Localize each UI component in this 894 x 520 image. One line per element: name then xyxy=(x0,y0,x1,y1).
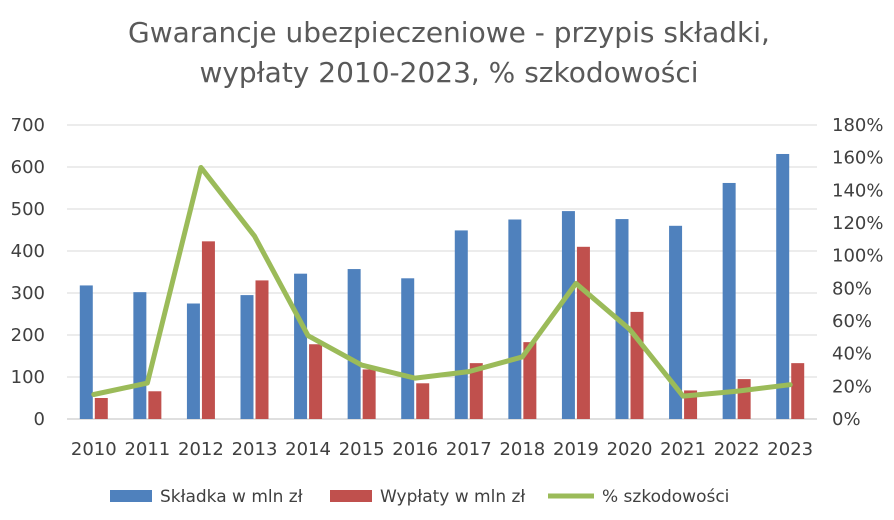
x-axis-tick-label: 2015 xyxy=(339,439,385,460)
x-axis-tick-label: 2010 xyxy=(71,439,117,460)
bar-wyplaty xyxy=(148,391,162,419)
bar-skladka xyxy=(454,230,468,419)
bar-wyplaty xyxy=(201,241,215,419)
x-axis-tick-label: 2022 xyxy=(714,439,760,460)
x-axis: 2010 2011 2012 2013 2014 2015 2016 2017 2018 2019… xyxy=(71,439,813,460)
bar-skladka xyxy=(133,292,147,419)
chart-title: Gwarancje ubezpieczeniowe - przypis skła… xyxy=(128,16,770,89)
bar-wyplaty xyxy=(416,383,430,419)
x-axis-tick-label: 2011 xyxy=(124,439,170,460)
left-axis-tick-label: 600 xyxy=(11,157,45,178)
bar-skladka xyxy=(561,211,575,419)
right-axis-tick-label: 40% xyxy=(832,344,872,365)
right-axis-tick-label: 140% xyxy=(832,180,883,201)
right-axis-tick-label: 120% xyxy=(832,213,883,234)
right-axis-tick-label: 80% xyxy=(832,278,872,299)
right-axis: 0% 20% 40% 60% 80% 100% 120% 140% 160% 180% xyxy=(832,115,883,430)
legend-label: Składka w mln zł xyxy=(160,487,303,507)
legend-swatch xyxy=(110,490,152,502)
x-axis-tick-label: 2016 xyxy=(392,439,438,460)
bar-skladka xyxy=(508,219,522,419)
bar-wyplaty xyxy=(630,311,644,419)
left-axis-tick-label: 700 xyxy=(11,115,45,136)
bar-wyplaty xyxy=(791,363,805,419)
bar-skladka xyxy=(186,303,200,419)
bar-wyplaty xyxy=(737,379,751,419)
bar-wyplaty xyxy=(469,363,483,419)
left-axis-tick-label: 200 xyxy=(11,325,45,346)
x-axis-tick-label: 2019 xyxy=(553,439,599,460)
line-szkodowosc xyxy=(91,164,793,399)
bar-skladka xyxy=(401,278,415,419)
x-axis-tick-label: 2021 xyxy=(660,439,706,460)
x-axis-tick-label: 2020 xyxy=(607,439,653,460)
x-axis-tick-label: 2023 xyxy=(767,439,813,460)
bars xyxy=(79,153,805,420)
left-axis-tick-label: 0 xyxy=(34,409,45,430)
bar-skladka xyxy=(240,295,254,419)
right-axis-tick-label: 180% xyxy=(832,115,883,136)
left-axis-tick-label: 400 xyxy=(11,241,45,262)
x-axis-tick-label: 2017 xyxy=(446,439,492,460)
x-axis-tick-label: 2012 xyxy=(178,439,224,460)
bar-skladka xyxy=(347,269,361,419)
left-axis-tick-label: 500 xyxy=(11,199,45,220)
x-axis-tick-label: 2014 xyxy=(285,439,331,460)
x-axis-tick-label: 2018 xyxy=(499,439,545,460)
left-axis: 0 100 200 300 400 500 600 700 xyxy=(11,115,45,430)
right-axis-tick-label: 20% xyxy=(832,376,872,397)
x-axis-tick-label: 2013 xyxy=(232,439,278,460)
bar-skladka xyxy=(722,182,736,419)
bar-wyplaty xyxy=(255,280,269,419)
bar-wyplaty xyxy=(576,246,590,419)
bar-skladka xyxy=(615,219,629,419)
legend-label: Wypłaty w mln zł xyxy=(380,487,525,507)
bar-wyplaty xyxy=(309,344,323,419)
bar-skladka xyxy=(669,225,683,419)
bar-skladka xyxy=(294,273,308,419)
right-axis-tick-label: 100% xyxy=(832,246,883,267)
right-axis-tick-label: 60% xyxy=(832,311,872,332)
bar-wyplaty xyxy=(362,369,376,419)
legend-swatch xyxy=(330,490,372,502)
bar-skladka xyxy=(776,153,790,420)
right-axis-tick-label: 160% xyxy=(832,148,883,169)
bar-wyplaty xyxy=(523,342,537,419)
legend: Składka w mln zł Wypłaty w mln zł % szkodo… xyxy=(110,487,729,507)
left-axis-tick-label: 100 xyxy=(11,367,45,388)
chart-title-line-2: wypłaty 2010-2023, % szkodowości xyxy=(199,56,698,89)
left-axis-tick-label: 300 xyxy=(11,283,45,304)
legend-label: % szkodowości xyxy=(602,487,729,507)
bar-wyplaty xyxy=(94,398,108,419)
right-axis-tick-label: 0% xyxy=(832,409,861,430)
bar-skladka xyxy=(79,285,93,419)
line-series xyxy=(91,164,793,399)
chart-title-line-1: Gwarancje ubezpieczeniowe - przypis skła… xyxy=(128,16,770,49)
